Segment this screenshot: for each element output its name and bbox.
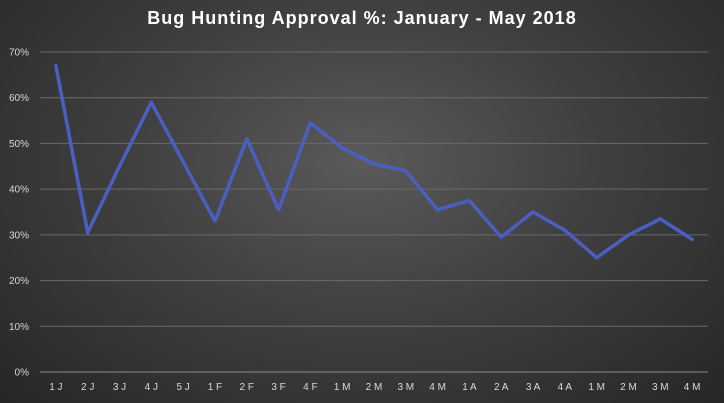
x-tick-label: 4 M: [684, 382, 701, 393]
y-axis-tick-labels: 0% 10% 20% 30% 40% 50% 60% 70%: [9, 48, 29, 379]
data-point: [595, 256, 599, 260]
data-point: [54, 64, 58, 68]
x-tick-label: 2 J: [81, 382, 94, 393]
data-point: [213, 219, 217, 223]
x-tick-label: 5 J: [176, 382, 189, 393]
series-line: [54, 63, 694, 260]
x-tick-label: 3 M: [652, 382, 669, 393]
chart-title: Bug Hunting Approval %: January - May 20…: [147, 8, 577, 28]
y-tick-label: 0%: [15, 368, 30, 379]
data-point: [86, 231, 90, 235]
gridlines: [40, 51, 708, 373]
y-tick-label: 60%: [9, 93, 29, 104]
data-point: [563, 228, 567, 232]
data-point: [436, 208, 440, 212]
data-point: [118, 164, 122, 168]
y-tick-label: 70%: [9, 48, 29, 59]
y-tick-label: 30%: [9, 230, 29, 241]
x-tick-label: 4 J: [145, 382, 158, 393]
data-point: [181, 160, 185, 164]
data-point: [467, 199, 471, 203]
data-point: [499, 235, 503, 239]
data-point: [626, 233, 630, 237]
data-point: [277, 208, 281, 212]
x-tick-label: 2 A: [494, 382, 509, 393]
data-point: [245, 137, 249, 141]
x-axis-tick-labels: 1 J 2 J 3 J 4 J 5 J 1 F 2 F 3 F 4 F 1 M 2 M 3 M 4 M 1…: [49, 382, 700, 393]
data-point: [404, 169, 408, 173]
y-tick-label: 50%: [9, 139, 29, 150]
data-point: [658, 217, 662, 221]
x-tick-label: 2 F: [240, 382, 254, 393]
x-tick-label: 2 M: [620, 382, 637, 393]
x-tick-label: 4 A: [558, 382, 573, 393]
x-tick-label: 1 F: [208, 382, 222, 393]
y-tick-label: 40%: [9, 185, 29, 196]
series-lines: [54, 63, 694, 260]
x-tick-label: 2 M: [366, 382, 383, 393]
data-point: [308, 121, 312, 125]
x-tick-label: 1 A: [462, 382, 477, 393]
x-tick-label: 3 F: [271, 382, 285, 393]
x-tick-label: 1 M: [588, 382, 605, 393]
x-tick-label: 1 J: [49, 382, 62, 393]
y-tick-label: 10%: [9, 322, 29, 333]
x-tick-label: 4 F: [303, 382, 317, 393]
data-point: [372, 162, 376, 166]
data-point: [531, 210, 535, 214]
data-point: [340, 146, 344, 150]
data-point: [149, 100, 153, 104]
y-tick-label: 20%: [9, 276, 29, 287]
x-tick-label: 3 J: [113, 382, 126, 393]
x-tick-label: 3 M: [397, 382, 414, 393]
x-tick-label: 3 A: [526, 382, 541, 393]
x-tick-label: 4 M: [429, 382, 446, 393]
x-tick-label: 1 M: [334, 382, 351, 393]
data-point: [690, 237, 694, 241]
